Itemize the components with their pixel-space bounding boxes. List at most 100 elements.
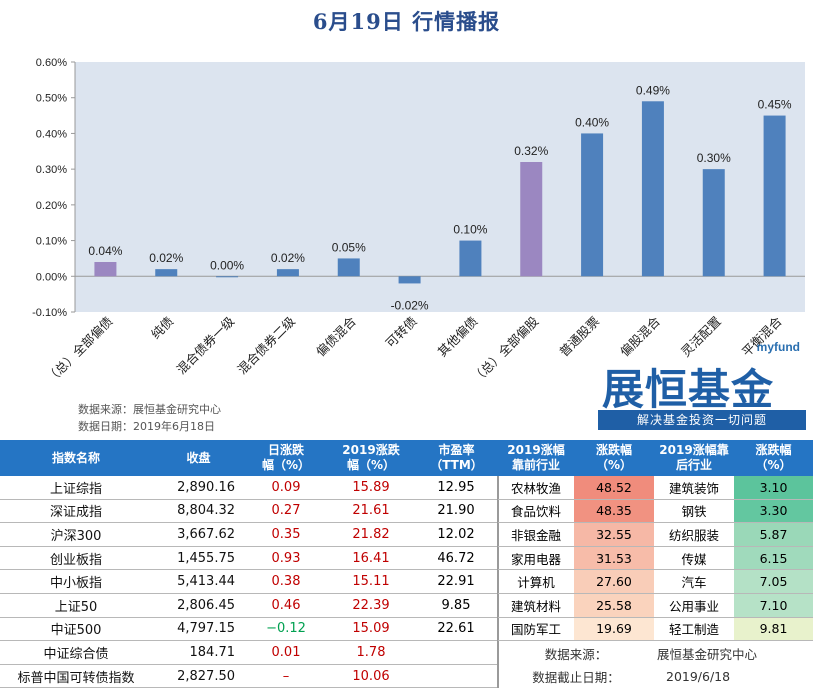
index-pe-cell: 21.90 (415, 499, 499, 524)
index-pe-cell: 12.95 (415, 476, 499, 500)
industry-bottom-name-cell: 传媒 (654, 546, 734, 571)
bar-value-label: 0.40% (575, 115, 609, 129)
index-name-cell: 标普中国可转债指数 (0, 664, 152, 689)
index-close-cell: 5,413.44 (152, 569, 245, 594)
industry-source-value: 展恒基金研究中心 (657, 646, 758, 662)
table-row: 农林牧渔 48.52 建筑装饰 3.10 (498, 476, 813, 500)
index-header-1: 收盘 (152, 440, 245, 476)
index-pe-cell: 12.02 (415, 522, 499, 547)
industry-top-name-cell: 计算机 (498, 569, 574, 594)
industry-top-name-cell: 家用电器 (498, 546, 574, 571)
industry-date-row: 数据截止日期： 2019/6/18 (498, 665, 813, 688)
industry-header-0: 2019涨幅 靠前行业 (498, 440, 574, 476)
bar-value-label: 0.30% (697, 151, 731, 165)
index-ytd-change-cell: 15.11 (327, 569, 415, 594)
x-category-label: （总）全部偏债 (43, 314, 115, 386)
bar-value-label: 0.05% (332, 240, 366, 254)
x-category-label: 普通股票 (556, 314, 602, 360)
y-tick-label: 0.60% (36, 57, 67, 69)
industry-header-1: 涨跌幅 （%） (574, 440, 654, 476)
bar-value-label: 0.02% (149, 251, 183, 265)
index-ytd-change-cell: 10.06 (327, 664, 415, 689)
table-row: 家用电器 31.53 传媒 6.15 (498, 546, 813, 571)
y-tick-label: 0.30% (36, 164, 67, 176)
industry-bottom-name-cell: 公用事业 (654, 593, 734, 618)
y-tick-label: 0.20% (36, 200, 67, 212)
industry-bottom-change-cell: 7.10 (734, 593, 813, 618)
industry-header-3: 涨跌幅 （%） (734, 440, 813, 476)
brand-logo: myfund 展恒基金 解决基金投资一切问题 (598, 340, 806, 432)
index-close-cell: 2,827.50 (152, 664, 245, 689)
index-ytd-change-cell: 21.82 (327, 522, 415, 547)
table-row: 食品饮料 48.35 钢铁 3.30 (498, 499, 813, 524)
index-close-cell: 184.71 (152, 640, 245, 665)
industry-top-change-cell: 27.60 (574, 569, 654, 594)
index-close-cell: 2,890.16 (152, 476, 245, 500)
industry-top-name-cell: 非银金融 (498, 522, 574, 547)
industry-source-label: 数据来源： (544, 646, 608, 662)
table-row: 上证综指 2,890.16 0.09 15.89 12.95 (0, 476, 499, 500)
industry-top-change-cell: 25.58 (574, 593, 654, 618)
bar (641, 101, 664, 277)
industry-top-change-cell: 48.35 (574, 499, 654, 524)
index-name-cell: 沪深300 (0, 522, 152, 547)
index-header-3: 2019涨跌 幅（%） (327, 440, 415, 476)
industry-bottom-change-cell: 3.10 (734, 476, 813, 500)
index-day-change-cell: 0.35 (245, 522, 327, 547)
index-header-4: 市盈率 （TTM） (415, 440, 498, 476)
industry-bottom-change-cell: 3.30 (734, 499, 813, 524)
x-category-label: 可转债 (383, 314, 420, 351)
chart-date: 数据日期：2019年6月18日 (78, 420, 215, 433)
index-name-cell: 创业板指 (0, 546, 152, 571)
table-row: 中小板指 5,413.44 0.38 15.11 22.91 (0, 569, 499, 594)
y-tick-label: 0.00% (36, 271, 67, 283)
bar-value-label: 0.10% (453, 223, 487, 237)
industry-date-label: 数据截止日期： (532, 669, 620, 685)
bar-value-label: 0.00% (210, 258, 244, 272)
index-pe-cell: 9.85 (415, 593, 499, 618)
industry-date-value: 2019/6/18 (666, 668, 731, 684)
industry-top-change-cell: 19.69 (574, 617, 654, 642)
index-day-change-cell: 0.46 (245, 593, 327, 618)
y-tick-label: 0.40% (36, 128, 67, 140)
industry-top-name-cell: 农林牧渔 (498, 476, 574, 500)
industry-bottom-name-cell: 钢铁 (654, 499, 734, 524)
table-row: 创业板指 1,455.75 0.93 16.41 46.72 (0, 546, 499, 571)
industry-top-change-cell: 48.52 (574, 476, 654, 500)
index-day-change-cell: −0.12 (245, 617, 327, 642)
index-ytd-change-cell: 21.61 (327, 499, 415, 524)
bar-value-label: -0.02% (391, 298, 429, 312)
industry-top-change-cell: 32.55 (574, 522, 654, 547)
page-title: 6月19日 行情播报 (312, 9, 501, 34)
y-tick-label: -0.10% (32, 307, 67, 319)
logo-brand-name: 展恒基金 (602, 365, 775, 414)
bar (763, 115, 786, 277)
index-name-cell: 深证成指 (0, 499, 152, 524)
industry-table: 2019涨幅 靠前行业 涨跌幅 （%） 2019涨幅靠 后行业 涨跌幅 （%） 农林牧… (498, 440, 813, 688)
index-day-change-cell: 0.93 (245, 546, 327, 571)
bar (398, 276, 421, 284)
table-row: 上证50 2,806.45 0.46 22.39 9.85 (0, 593, 499, 618)
bar (520, 162, 543, 277)
x-category-label: 纯债 (148, 314, 176, 342)
industry-bottom-change-cell: 6.15 (734, 546, 813, 571)
logo-tagline: 解决基金投资一切问题 (598, 410, 806, 430)
industry-top-name-cell: 建筑材料 (498, 593, 574, 618)
index-ytd-change-cell: 16.41 (327, 546, 415, 571)
index-day-change-cell: 0.09 (245, 476, 327, 500)
index-header-0: 指数名称 (0, 440, 152, 476)
index-day-change-cell: 0.01 (245, 640, 327, 665)
bar (155, 269, 178, 277)
x-category-label: 混合债券二级 (234, 313, 298, 377)
index-header-2: 日涨跌 幅（%） (245, 440, 327, 476)
plot-area (75, 62, 805, 312)
industry-table-header: 2019涨幅 靠前行业 涨跌幅 （%） 2019涨幅靠 后行业 涨跌幅 （%） (498, 440, 813, 476)
index-close-cell: 2,806.45 (152, 593, 245, 618)
industry-top-name-cell: 国防军工 (498, 617, 574, 642)
bar (581, 133, 604, 277)
index-name-cell: 中证综合债 (0, 640, 152, 665)
index-ytd-change-cell: 22.39 (327, 593, 415, 618)
x-category-label: 偏债混合 (313, 313, 359, 359)
industry-bottom-change-cell: 7.05 (734, 569, 813, 594)
index-pe-cell: 22.91 (415, 569, 499, 594)
